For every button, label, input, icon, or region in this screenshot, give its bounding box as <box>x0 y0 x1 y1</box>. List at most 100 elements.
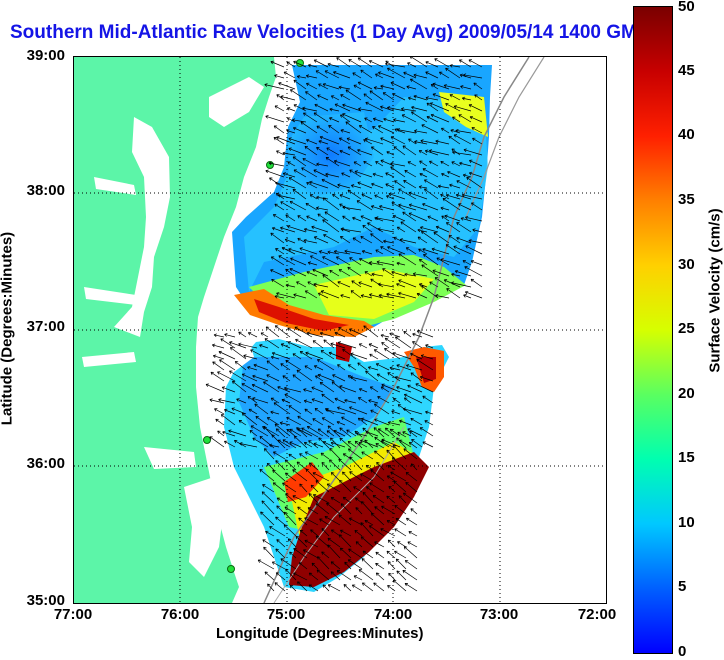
velocity-arrow <box>292 469 308 482</box>
velocity-arrow <box>373 349 390 360</box>
velocity-arrow <box>451 148 461 156</box>
velocity-arrow <box>313 236 329 244</box>
velocity-arrow <box>317 373 335 382</box>
velocity-arrow <box>213 333 225 338</box>
velocity-arrow <box>340 227 362 233</box>
velocity-arrow <box>321 461 330 471</box>
velocity-arrow <box>307 507 319 515</box>
velocity-arrow <box>353 84 362 90</box>
velocity-arrow <box>377 428 390 437</box>
velocity-arrow <box>374 418 390 426</box>
velocity-arrow <box>304 145 318 156</box>
velocity-arrow <box>299 351 313 360</box>
velocity-arrow <box>455 128 472 134</box>
x-tick-76: 76:00 <box>160 606 200 623</box>
velocity-arrow <box>357 397 368 404</box>
velocity-arrow <box>229 370 247 382</box>
velocity-arrow <box>347 146 362 156</box>
velocity-arrow <box>464 290 483 299</box>
velocity-arrow <box>317 428 330 438</box>
velocity-arrow <box>277 386 291 393</box>
velocity-arrow <box>238 420 247 426</box>
velocity-arrow <box>463 294 472 299</box>
hf-radar-site <box>203 436 211 444</box>
velocity-arrow <box>231 380 247 393</box>
velocity-arrow <box>299 247 318 255</box>
velocity-arrow <box>434 277 450 288</box>
velocity-arrow <box>238 331 247 338</box>
velocity-arrow <box>350 184 362 189</box>
bathymetry-contour-2 <box>465 57 545 218</box>
velocity-arrow <box>403 546 418 559</box>
velocity-arrow <box>434 58 450 68</box>
velocity-arrow <box>274 423 291 437</box>
velocity-arrow <box>371 272 384 277</box>
velocity-arrow <box>328 124 340 134</box>
velocity-arrow <box>364 271 373 277</box>
velocity-arrow <box>458 59 472 68</box>
velocity-arrow <box>257 559 275 570</box>
velocity-arrow <box>360 294 373 299</box>
velocity-arrow <box>271 434 286 449</box>
velocity-arrow <box>392 579 407 592</box>
velocity-arrow <box>424 149 439 156</box>
velocity-arrow <box>354 440 363 449</box>
velocity-arrow <box>472 137 483 145</box>
velocity-arrow <box>292 374 302 382</box>
velocity-arrow <box>373 582 385 592</box>
velocity-arrow <box>440 258 461 266</box>
velocity-arrow <box>283 386 302 393</box>
velocity-arrow <box>416 330 434 338</box>
velocity-arrow <box>363 160 373 167</box>
velocity-arrow <box>370 512 385 526</box>
velocity-arrow <box>362 491 374 504</box>
velocity-arrow <box>349 257 362 266</box>
velocity-arrow <box>361 249 373 255</box>
velocity-arrow <box>330 571 341 581</box>
velocity-arrow <box>412 332 423 338</box>
velocity-arrow <box>398 188 417 200</box>
velocity-arrow <box>407 384 423 393</box>
velocity-arrow <box>293 60 307 68</box>
velocity-arrow <box>342 113 362 123</box>
velocity-arrow <box>431 247 450 255</box>
velocity-arrow <box>209 436 225 448</box>
velocity-arrow <box>306 138 318 145</box>
velocity-arrow <box>380 137 395 145</box>
velocity-arrow <box>370 469 385 482</box>
velocity-arrow <box>358 125 373 134</box>
velocity-arrow <box>425 61 439 68</box>
velocity-arrow <box>423 179 439 189</box>
velocity-arrow <box>420 354 434 360</box>
velocity-arrow <box>287 341 302 349</box>
colorbar-tick: 35 <box>678 191 695 208</box>
velocity-field-north-cyan <box>244 97 488 292</box>
velocity-arrow <box>303 442 313 448</box>
velocity-arrow <box>330 472 341 482</box>
velocity-arrow <box>368 59 384 68</box>
velocity-arrow <box>361 558 374 570</box>
velocity-arrow <box>311 398 324 404</box>
velocity-arrow <box>441 215 450 222</box>
y-tick-35: 35:00 <box>26 592 65 609</box>
velocity-arrow <box>350 352 368 360</box>
y-tick-36: 36:00 <box>26 455 65 472</box>
velocity-arrow <box>266 360 280 371</box>
velocity-arrow <box>293 79 307 90</box>
velocity-arrow <box>310 529 319 537</box>
y-axis-label: Latitude (Degrees:Minutes) <box>0 231 16 426</box>
velocity-arrow <box>358 107 373 112</box>
velocity-arrow <box>342 348 357 360</box>
velocity-arrow <box>405 481 418 493</box>
velocity-arrow <box>445 67 461 79</box>
velocity-arrow <box>432 93 450 101</box>
velocity-arrow <box>315 503 330 515</box>
velocity-arrow <box>292 156 307 167</box>
velocity-arrow <box>265 115 285 123</box>
velocity-arrow <box>468 104 483 112</box>
velocity-arrow <box>398 203 417 211</box>
velocity-arrow <box>360 215 373 222</box>
velocity-arrow <box>296 427 308 438</box>
velocity-arrow <box>376 461 385 471</box>
velocity-arrow <box>367 222 384 233</box>
